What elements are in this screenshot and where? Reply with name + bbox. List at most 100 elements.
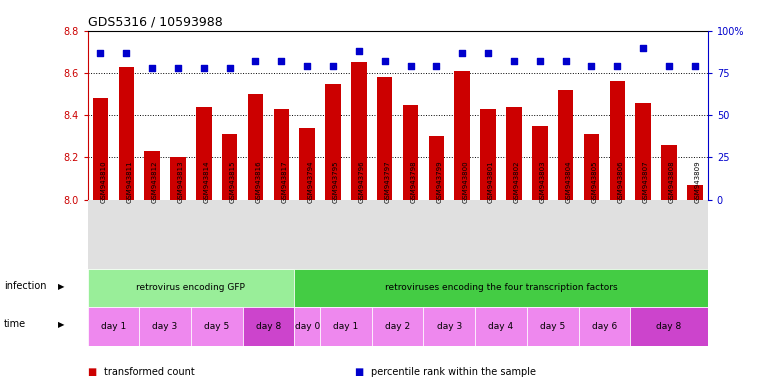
Text: ▶: ▶: [58, 281, 65, 291]
Bar: [222, 134, 237, 200]
Bar: [248, 94, 263, 200]
Text: GSM943813: GSM943813: [178, 161, 184, 203]
Text: GSM943815: GSM943815: [230, 161, 236, 203]
Text: GSM943807: GSM943807: [643, 161, 649, 203]
Bar: [243, 307, 295, 346]
Text: GSM943812: GSM943812: [152, 161, 158, 203]
Text: GSM943794: GSM943794: [307, 161, 314, 203]
Text: GSM943800: GSM943800: [462, 161, 468, 203]
Text: GDS5316 / 10593988: GDS5316 / 10593988: [88, 15, 222, 28]
Bar: [170, 157, 186, 200]
Bar: [558, 90, 573, 200]
Bar: [295, 307, 320, 346]
Text: day 5: day 5: [540, 322, 565, 331]
Text: day 1: day 1: [100, 322, 126, 331]
Point: [559, 58, 572, 64]
Bar: [295, 269, 708, 307]
Point: [482, 50, 494, 56]
Text: GSM943811: GSM943811: [126, 161, 132, 203]
Bar: [325, 84, 341, 200]
Bar: [196, 107, 212, 200]
Text: GSM943795: GSM943795: [333, 161, 339, 203]
Point: [379, 58, 391, 64]
Point: [533, 58, 546, 64]
Bar: [145, 151, 160, 200]
Bar: [273, 109, 289, 200]
Bar: [88, 269, 295, 307]
Text: GSM943802: GSM943802: [514, 161, 520, 203]
Point: [611, 63, 623, 69]
Text: infection: infection: [4, 281, 46, 291]
Bar: [635, 103, 651, 200]
Bar: [610, 81, 625, 200]
Text: GSM943809: GSM943809: [695, 161, 701, 203]
Point: [353, 48, 365, 54]
Bar: [320, 307, 372, 346]
Bar: [428, 136, 444, 200]
Text: GSM943799: GSM943799: [436, 161, 442, 203]
Text: day 6: day 6: [592, 322, 617, 331]
Point: [404, 63, 416, 69]
Point: [430, 63, 442, 69]
Text: day 4: day 4: [489, 322, 514, 331]
Bar: [423, 307, 475, 346]
Text: day 3: day 3: [437, 322, 462, 331]
Text: GSM943814: GSM943814: [204, 161, 210, 203]
Text: GSM943798: GSM943798: [410, 161, 416, 203]
Text: GSM943796: GSM943796: [359, 161, 365, 203]
Text: day 5: day 5: [204, 322, 229, 331]
Text: GSM943805: GSM943805: [591, 161, 597, 203]
Text: day 0: day 0: [295, 322, 320, 331]
Text: ■: ■: [354, 367, 363, 377]
Point: [663, 63, 675, 69]
Bar: [191, 307, 243, 346]
Point: [689, 63, 701, 69]
Text: retrovirus encoding GFP: retrovirus encoding GFP: [136, 283, 245, 293]
Point: [275, 58, 288, 64]
Text: ▶: ▶: [58, 320, 65, 329]
Text: ■: ■: [88, 367, 97, 377]
Point: [250, 58, 262, 64]
Bar: [687, 185, 702, 200]
Bar: [475, 307, 527, 346]
Point: [146, 65, 158, 71]
Text: day 8: day 8: [256, 322, 281, 331]
Point: [585, 63, 597, 69]
Bar: [119, 67, 134, 200]
Text: time: time: [4, 319, 26, 329]
Bar: [661, 145, 677, 200]
Bar: [299, 128, 315, 200]
Point: [120, 50, 132, 56]
Bar: [454, 71, 470, 200]
Text: day 8: day 8: [656, 322, 682, 331]
Point: [301, 63, 314, 69]
Text: GSM943797: GSM943797: [385, 161, 390, 203]
Point: [456, 50, 468, 56]
Point: [224, 65, 236, 71]
Bar: [532, 126, 547, 200]
Point: [637, 45, 649, 51]
Bar: [584, 134, 599, 200]
Text: GSM943808: GSM943808: [669, 161, 675, 203]
Text: GSM943817: GSM943817: [282, 161, 288, 203]
Text: GSM943816: GSM943816: [256, 161, 262, 203]
Point: [508, 58, 520, 64]
Bar: [88, 307, 139, 346]
Text: transformed count: transformed count: [104, 367, 195, 377]
Bar: [403, 105, 419, 200]
Bar: [480, 109, 496, 200]
Text: GSM943803: GSM943803: [540, 161, 546, 203]
Text: day 3: day 3: [152, 322, 177, 331]
Bar: [372, 307, 423, 346]
Bar: [139, 307, 191, 346]
Text: GSM943804: GSM943804: [565, 161, 572, 203]
Text: GSM943806: GSM943806: [617, 161, 623, 203]
Text: percentile rank within the sample: percentile rank within the sample: [371, 367, 536, 377]
Bar: [630, 307, 708, 346]
Point: [94, 50, 107, 56]
Point: [327, 63, 339, 69]
Text: GSM943801: GSM943801: [488, 161, 494, 203]
Text: day 2: day 2: [385, 322, 410, 331]
Bar: [93, 98, 108, 200]
Bar: [377, 77, 393, 200]
